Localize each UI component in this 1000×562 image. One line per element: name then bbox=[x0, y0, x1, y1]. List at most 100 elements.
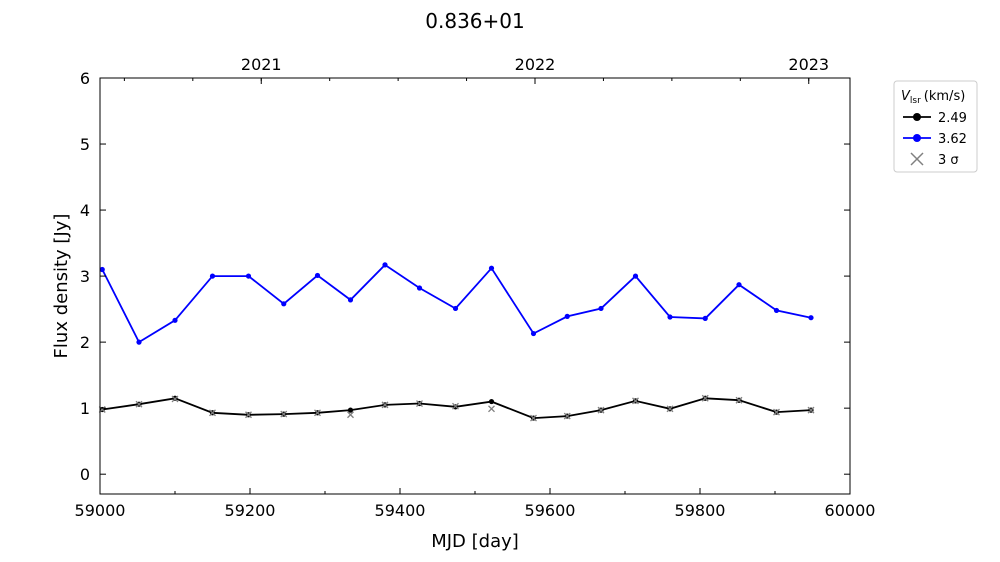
sigma-marker-stroke bbox=[807, 406, 815, 414]
plot-area bbox=[98, 262, 815, 422]
sigma-marker bbox=[314, 409, 321, 417]
top-tick-label: 2022 bbox=[515, 55, 556, 74]
legend-title-main: V bbox=[901, 89, 911, 104]
sigma-marker-stroke bbox=[530, 414, 537, 422]
sigma-marker bbox=[597, 406, 605, 414]
data-point-3.62 bbox=[347, 297, 354, 303]
sigma-marker bbox=[416, 400, 423, 407]
legend-swatch-cross bbox=[910, 152, 924, 166]
x-tick-label: 59200 bbox=[225, 501, 276, 520]
sigma-marker bbox=[280, 410, 288, 418]
sigma-marker-stroke bbox=[632, 397, 639, 405]
sigma-marker bbox=[245, 411, 252, 419]
legend-title-sub: lsr bbox=[910, 96, 921, 106]
series-line-3.62 bbox=[101, 263, 812, 344]
data-point-3.62 bbox=[808, 315, 814, 321]
sigma-marker-stroke bbox=[452, 402, 459, 410]
sigma-marker-stroke bbox=[597, 406, 605, 414]
data-point-3.62 bbox=[314, 272, 321, 279]
legend-title-unit: (km/s) bbox=[924, 89, 966, 104]
sigma-marker bbox=[135, 400, 143, 408]
legend-frame bbox=[893, 80, 978, 173]
x-tick-label: 59400 bbox=[375, 501, 426, 520]
x-axis: 59000 59200 59400 59600 59800 60000 bbox=[75, 488, 876, 520]
x-tick-label: 60000 bbox=[825, 501, 876, 520]
sigma-marker-stroke bbox=[381, 401, 389, 409]
y-tick-label: 3 bbox=[80, 267, 90, 286]
sigma-marker-stroke bbox=[314, 409, 321, 417]
y-tick-label: 5 bbox=[80, 135, 90, 154]
y-tick-label: 1 bbox=[80, 399, 90, 418]
legend-entry-label: 3 σ bbox=[938, 153, 959, 168]
chart-title: 0.836+01 bbox=[425, 9, 524, 33]
sigma-marker-stroke bbox=[245, 411, 252, 419]
sigma-marker bbox=[530, 414, 537, 422]
sigma-marker-stroke bbox=[171, 395, 179, 403]
top-tick-label: 2023 bbox=[788, 55, 829, 74]
data-point-3.62 bbox=[416, 285, 423, 291]
y-tick-label: 0 bbox=[80, 465, 90, 484]
data-point-3.62 bbox=[736, 282, 742, 288]
x-axis-label: MJD [day] bbox=[431, 531, 519, 552]
y-axis-label: Flux density [Jy] bbox=[51, 214, 72, 359]
sigma-marker bbox=[452, 402, 459, 410]
y-tick-label: 2 bbox=[80, 333, 90, 352]
sigma-marker bbox=[773, 408, 780, 416]
data-point-2.49 bbox=[488, 398, 495, 405]
data-point-3.62 bbox=[530, 330, 537, 337]
x-tick-label: 59000 bbox=[75, 501, 126, 520]
sigma-marker bbox=[488, 405, 495, 413]
data-point-3.62 bbox=[667, 314, 673, 320]
sigma-marker-stroke bbox=[488, 405, 495, 413]
sigma-marker bbox=[381, 401, 389, 409]
data-point-3.62 bbox=[99, 266, 105, 273]
sigma-marker-stroke bbox=[209, 409, 216, 417]
data-point-3.62 bbox=[564, 313, 570, 319]
sigma-marker bbox=[171, 395, 179, 403]
data-point-3.62 bbox=[488, 265, 495, 271]
legend-title: Vlsr (km/s) bbox=[901, 89, 965, 106]
sigma-marker bbox=[701, 394, 709, 402]
sigma-marker bbox=[807, 406, 815, 414]
data-point-3.62 bbox=[172, 317, 178, 323]
legend-swatch-marker bbox=[913, 134, 921, 142]
data-point-3.62 bbox=[702, 315, 708, 321]
data-point-3.62 bbox=[632, 273, 639, 279]
sigma-marker-stroke bbox=[280, 410, 288, 418]
data-point-3.62 bbox=[281, 301, 287, 307]
data-point-3.62 bbox=[209, 273, 216, 279]
sigma-marker-stroke bbox=[416, 400, 423, 407]
legend-entry-label: 3.62 bbox=[938, 132, 967, 147]
y-axis: 0 1 2 3 4 5 6 bbox=[80, 69, 850, 484]
legend-entry-label: 2.49 bbox=[938, 111, 967, 126]
sigma-marker-stroke bbox=[735, 396, 743, 404]
sigma-marker-stroke bbox=[773, 408, 780, 416]
x-tick-label: 59600 bbox=[525, 501, 576, 520]
sigma-marker-stroke bbox=[701, 394, 709, 402]
sigma-marker bbox=[347, 411, 354, 419]
sigma-marker bbox=[735, 396, 743, 404]
sigma-marker-stroke bbox=[347, 411, 354, 419]
legend: Vlsr (km/s) 2.49 3.62 3 σ bbox=[893, 80, 978, 173]
top-tick-label: 2021 bbox=[241, 55, 282, 74]
sigma-marker-stroke bbox=[666, 405, 674, 413]
data-point-3.62 bbox=[245, 273, 252, 279]
y-tick-label: 4 bbox=[80, 201, 90, 220]
x-tick-label: 59800 bbox=[675, 501, 726, 520]
data-point-3.62 bbox=[773, 307, 780, 314]
top-date-axis: 2021 2022 2023 bbox=[123, 55, 829, 84]
data-point-3.62 bbox=[382, 262, 388, 268]
sigma-marker bbox=[632, 397, 639, 405]
data-point-3.62 bbox=[136, 339, 142, 345]
sigma-marker bbox=[209, 409, 216, 417]
sigma-marker-stroke bbox=[135, 400, 143, 408]
sigma-marker bbox=[563, 412, 571, 420]
sigma-marker-stroke bbox=[563, 412, 571, 420]
data-point-3.62 bbox=[598, 305, 604, 312]
data-point-2.49 bbox=[347, 407, 354, 413]
legend-entries: 2.49 3.62 3 σ bbox=[903, 111, 967, 168]
legend-swatch-marker bbox=[913, 113, 921, 121]
data-point-3.62 bbox=[452, 305, 459, 312]
y-tick-label: 6 bbox=[80, 69, 90, 88]
